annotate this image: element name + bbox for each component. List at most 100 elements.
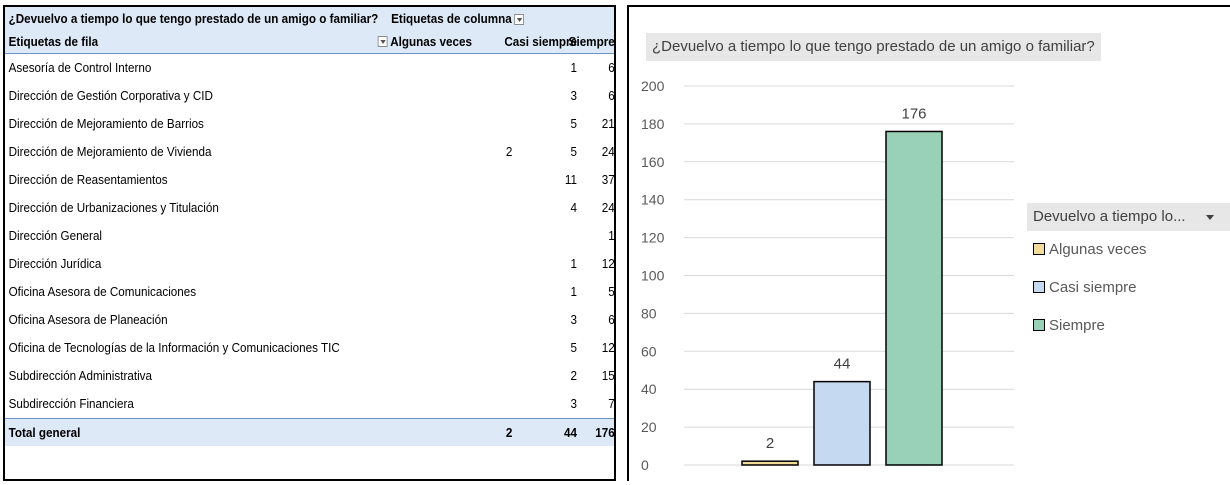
- row-label: Oficina Asesora de Planeación: [8, 312, 168, 327]
- pivot-row: Oficina de Tecnologías de la Información…: [5, 334, 615, 362]
- cell-casi-siempre: 3: [570, 88, 578, 103]
- cell-siempre: 21: [601, 116, 615, 131]
- pivot-question-header: ¿Devuelvo a tiempo lo que tengo prestado…: [8, 11, 379, 26]
- data-label: 2: [766, 435, 774, 452]
- y-tick-label: 200: [641, 78, 665, 94]
- pivot-row: Dirección de Gestión Corporativa y CID 3 6: [5, 82, 615, 110]
- column-labels-header[interactable]: Etiquetas de columna: [391, 7, 525, 30]
- legend-swatch: [1033, 243, 1045, 255]
- legend-filter-button[interactable]: Devuelvo a tiempo lo...: [1027, 203, 1230, 231]
- legend-label: Casi siempre: [1049, 279, 1137, 296]
- bar-chart: 0 20 40 60 80 100 120 140 160 180 200 2 44 176: [641, 78, 1014, 473]
- y-tick-label: 60: [641, 343, 657, 359]
- pivot-row: Dirección de Reasentamientos 11 37: [5, 166, 615, 194]
- row-label: Oficina Asesora de Comunicaciones: [8, 284, 197, 299]
- cell-casi-siempre: 3: [570, 312, 578, 327]
- legend-item[interactable]: Siempre: [1027, 307, 1230, 345]
- y-tick-label: 140: [641, 192, 665, 208]
- cell-siempre: 12: [601, 256, 615, 271]
- legend-item[interactable]: Casi siempre: [1027, 269, 1230, 307]
- y-tick-label: 180: [641, 116, 665, 132]
- pivot-row: Asesoría de Control Interno 1 6: [5, 54, 615, 82]
- cell-casi-siempre: 5: [570, 340, 578, 355]
- row-label: Asesoría de Control Interno: [8, 60, 152, 75]
- cell-casi-siempre: 4: [570, 200, 578, 215]
- cell-casi-siempre: 1: [570, 60, 578, 75]
- row-label: Dirección de Reasentamientos: [8, 172, 168, 187]
- row-label: Dirección General: [8, 228, 103, 243]
- cell-siempre: 5: [608, 284, 615, 299]
- pivot-row: Oficina Asesora de Comunicaciones 1 5: [5, 278, 615, 306]
- row-label: Dirección de Mejoramiento de Vivienda: [8, 144, 212, 159]
- cell-casi-siempre: 1: [570, 284, 578, 299]
- pivot-table: ¿Devuelvo a tiempo lo que tengo prestado…: [3, 5, 616, 481]
- cell-siempre: 6: [608, 88, 615, 103]
- row-label: Subdirección Financiera: [8, 396, 134, 411]
- total-siempre: 176: [595, 425, 615, 440]
- pivot-header-row-1: ¿Devuelvo a tiempo lo que tengo prestado…: [5, 7, 614, 30]
- row-filter-dropdown-icon[interactable]: [377, 36, 388, 47]
- cell-siempre: 1: [608, 228, 615, 243]
- bar[interactable]: [741, 460, 799, 466]
- legend-swatch: [1033, 319, 1045, 331]
- pivot-row: Dirección General 1: [5, 222, 615, 250]
- cell-algunas-veces: 2: [505, 144, 513, 159]
- cell-casi-siempre: 3: [570, 396, 578, 411]
- cell-casi-siempre: 2: [570, 368, 578, 383]
- cell-siempre: 24: [601, 144, 615, 159]
- column-header-siempre: Siempre: [568, 34, 615, 49]
- cell-siempre: 7: [608, 396, 615, 411]
- chart-panel: 0 20 40 60 80 100 120 140 160 180 200 2 44 176 ¿Devue…: [627, 5, 1230, 481]
- cell-casi-siempre: 5: [570, 116, 578, 131]
- total-casi-siempre: 44: [564, 425, 578, 440]
- legend-label: Siempre: [1049, 317, 1105, 334]
- y-tick-label: 20: [641, 419, 657, 435]
- row-label: Dirección de Gestión Corporativa y CID: [8, 88, 213, 103]
- cell-siempre: 6: [608, 60, 615, 75]
- pivot-row: Dirección de Mejoramiento de Barrios 5 21: [5, 110, 615, 138]
- cell-siempre: 6: [608, 312, 615, 327]
- legend-dropdown-icon[interactable]: [1206, 215, 1214, 220]
- pivot-total-row: Total general 2 44 176: [5, 418, 615, 446]
- pivot-row: Subdirección Administrativa 2 15: [5, 362, 615, 390]
- pivot-header-row-2: Etiquetas de fila Algunas veces Casi sie…: [5, 30, 615, 54]
- data-label: 176: [901, 105, 926, 122]
- y-tick-label: 160: [641, 154, 665, 170]
- row-label: Oficina de Tecnologías de la Información…: [8, 340, 340, 355]
- y-tick-label: 0: [641, 457, 649, 473]
- row-labels-header: Etiquetas de fila: [8, 34, 99, 49]
- row-label: Subdirección Administrativa: [8, 368, 153, 383]
- column-filter-dropdown-icon[interactable]: [514, 14, 525, 26]
- total-label: Total general: [8, 425, 81, 440]
- y-tick-label: 80: [641, 305, 657, 321]
- chart-title[interactable]: ¿Devuelvo a tiempo lo que tengo prestado…: [646, 33, 1101, 61]
- cell-casi-siempre: 5: [570, 144, 578, 159]
- bar[interactable]: [813, 380, 871, 466]
- cell-casi-siempre: 1: [570, 256, 578, 271]
- cell-siempre: 12: [601, 340, 615, 355]
- pivot-row: Dirección Jurídica 1 12: [5, 250, 615, 278]
- total-algunas-veces: 2: [505, 425, 513, 440]
- row-label: Dirección de Mejoramiento de Barrios: [8, 116, 204, 131]
- cell-siempre: 15: [601, 368, 615, 383]
- cell-siempre: 37: [601, 172, 615, 187]
- pivot-row: Dirección de Mejoramiento de Vivienda 2 5 2…: [5, 138, 615, 166]
- y-tick-label: 100: [641, 268, 665, 284]
- data-label: 44: [834, 356, 851, 373]
- pivot-row: Subdirección Financiera 3 7: [5, 390, 615, 418]
- pivot-row: Dirección de Urbanizaciones y Titulación…: [5, 194, 615, 222]
- legend-label: Algunas veces: [1049, 241, 1147, 258]
- legend-swatch: [1033, 281, 1045, 293]
- y-tick-label: 40: [641, 381, 657, 397]
- pivot-row: Oficina Asesora de Planeación 3 6: [5, 306, 615, 334]
- row-label: Dirección Jurídica: [8, 256, 102, 271]
- cell-siempre: 24: [601, 200, 615, 215]
- chart-legend: Devuelvo a tiempo lo... Algunas veces Cas…: [1027, 203, 1230, 345]
- legend-title: Devuelvo a tiempo lo...: [1033, 208, 1186, 225]
- bar[interactable]: [885, 130, 943, 466]
- legend-items: Algunas veces Casi siempre Siempre: [1027, 231, 1230, 345]
- pivot-body: Asesoría de Control Interno 1 6 Dirección d…: [5, 54, 615, 418]
- legend-item[interactable]: Algunas veces: [1027, 231, 1230, 269]
- y-tick-label: 120: [641, 230, 665, 246]
- column-header-casi-siempre: Casi siempre: [504, 34, 578, 49]
